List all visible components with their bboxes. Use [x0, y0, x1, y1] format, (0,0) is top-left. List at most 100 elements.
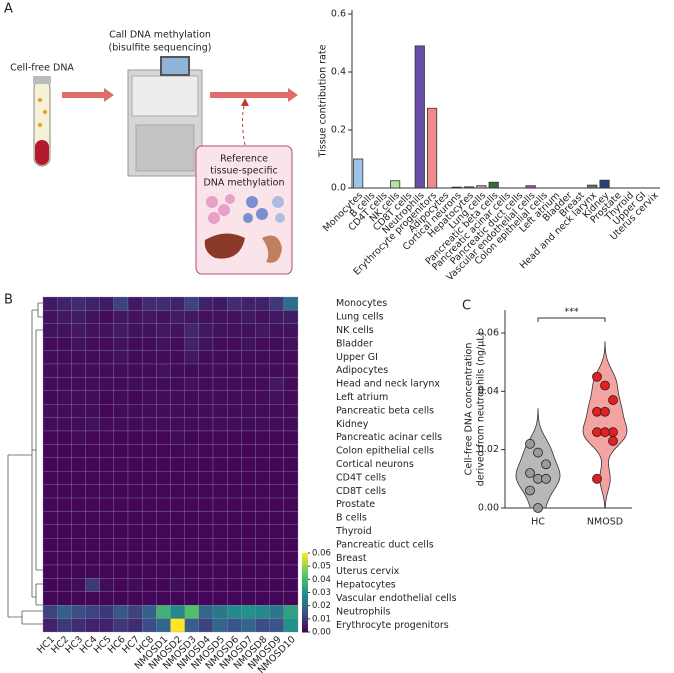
row-label: Pancreatic duct cells [336, 539, 434, 550]
heatmap-cell [283, 430, 299, 445]
heatmap-cell [156, 551, 171, 566]
bar [476, 185, 487, 189]
heatmap-cell [113, 430, 129, 445]
heatmap-cell [227, 578, 242, 592]
heatmap-cell [42, 444, 58, 458]
heatmap-cell [255, 564, 270, 579]
label: Call DNA methylation [109, 30, 211, 41]
heatmap-cell [127, 350, 143, 365]
row-label: Left atrium [336, 392, 388, 403]
panel-letter: B [4, 293, 13, 308]
heatmap-cell [42, 538, 58, 552]
row-label: Prostate [336, 499, 375, 510]
heatmap-cell [283, 390, 299, 405]
bar [488, 181, 499, 189]
row-label: Bladder [336, 338, 373, 349]
heatmap-cell [184, 497, 199, 512]
heatmap-cell [99, 390, 114, 405]
heatmap-cell [269, 430, 284, 445]
data-point [541, 459, 551, 470]
heatmap-cell [142, 444, 157, 458]
heatmap-cell [113, 323, 129, 338]
heatmap-cell [283, 551, 299, 566]
label: DNA methylation [203, 178, 284, 189]
colorbar-tick-label: 0.03 [312, 588, 331, 598]
colorbar-segment [302, 578, 308, 582]
heatmap-cell [227, 377, 242, 391]
heatmap-cell [255, 578, 270, 592]
heatmap-cell [71, 551, 86, 566]
heatmap-cell [142, 430, 157, 445]
heatmap-cell [71, 497, 86, 512]
heatmap-cell [241, 444, 256, 458]
heatmap-cell [283, 471, 299, 485]
heatmap-cell [113, 471, 129, 485]
heatmap-cell [212, 538, 228, 552]
heatmap-cell [198, 430, 214, 445]
heatmap-cell [71, 390, 86, 405]
heatmap-cell [127, 323, 143, 338]
heatmap-cell [283, 337, 299, 351]
heatmap-cell [85, 444, 100, 458]
heatmap-cell [127, 363, 143, 378]
heatmap-cell [85, 430, 100, 445]
heatmap-cell [113, 618, 129, 633]
bar [451, 186, 462, 189]
heatmap-cell [142, 296, 157, 311]
heatmap-cell [255, 471, 270, 485]
heatmap-cell [156, 457, 171, 472]
heatmap-cell [269, 591, 284, 606]
row-label: Hepatocytes [336, 580, 396, 591]
heatmap-cell [184, 457, 199, 472]
heatmap-cell [127, 337, 143, 351]
heatmap-cell [113, 564, 129, 579]
heatmap-cell [42, 564, 58, 579]
heatmap-cell [269, 377, 284, 391]
heatmap-cell [255, 377, 270, 391]
heatmap-cell [184, 605, 199, 619]
heatmap-cell [113, 484, 129, 499]
heatmap-cell [127, 404, 143, 418]
heatmap-cell [255, 497, 270, 512]
heatmap-cell [57, 484, 72, 499]
y-tick-label: 0.2 [331, 125, 346, 136]
heatmap-cell [85, 310, 100, 324]
heatmap-cell [255, 310, 270, 324]
heatmap-cell [71, 444, 86, 458]
heatmap-cell [255, 551, 270, 566]
heatmap-cell [283, 350, 299, 365]
heatmap-cell [241, 310, 256, 324]
heatmap-cell [184, 296, 199, 311]
heatmap-cell [99, 578, 114, 592]
heatmap-cell [57, 377, 72, 391]
heatmap-cell [255, 417, 270, 432]
colorbar-segment [302, 600, 308, 603]
heatmap-cell [283, 497, 299, 512]
heatmap-cell [170, 296, 185, 311]
heatmap-cell [71, 484, 86, 499]
colorbar-segment [302, 620, 308, 623]
heatmap-cell [99, 471, 114, 485]
heatmap-cell [142, 605, 157, 619]
data-point [525, 438, 535, 449]
heatmap-cell [283, 511, 299, 525]
heatmap-cell [71, 337, 86, 351]
heatmap-cell [170, 377, 185, 391]
heatmap-cell [227, 337, 242, 351]
colorbar-segment [302, 590, 308, 593]
heatmap-cell [156, 323, 171, 338]
sequencer-top [131, 75, 199, 117]
colorbar-segment [302, 602, 308, 605]
heatmap-cell [269, 524, 284, 539]
heatmap-cell [156, 296, 171, 311]
heatmap-cell [142, 417, 157, 432]
heatmap-cell [184, 430, 199, 445]
heatmap-cell [198, 524, 214, 539]
dashed-arrow [242, 101, 246, 146]
colorbar-tick-label: 0.01 [312, 614, 331, 624]
heatmap-cell [269, 564, 284, 579]
heatmap-cell [227, 350, 242, 365]
y-tick-label: 0.4 [331, 67, 346, 78]
heatmap-cell [227, 363, 242, 378]
